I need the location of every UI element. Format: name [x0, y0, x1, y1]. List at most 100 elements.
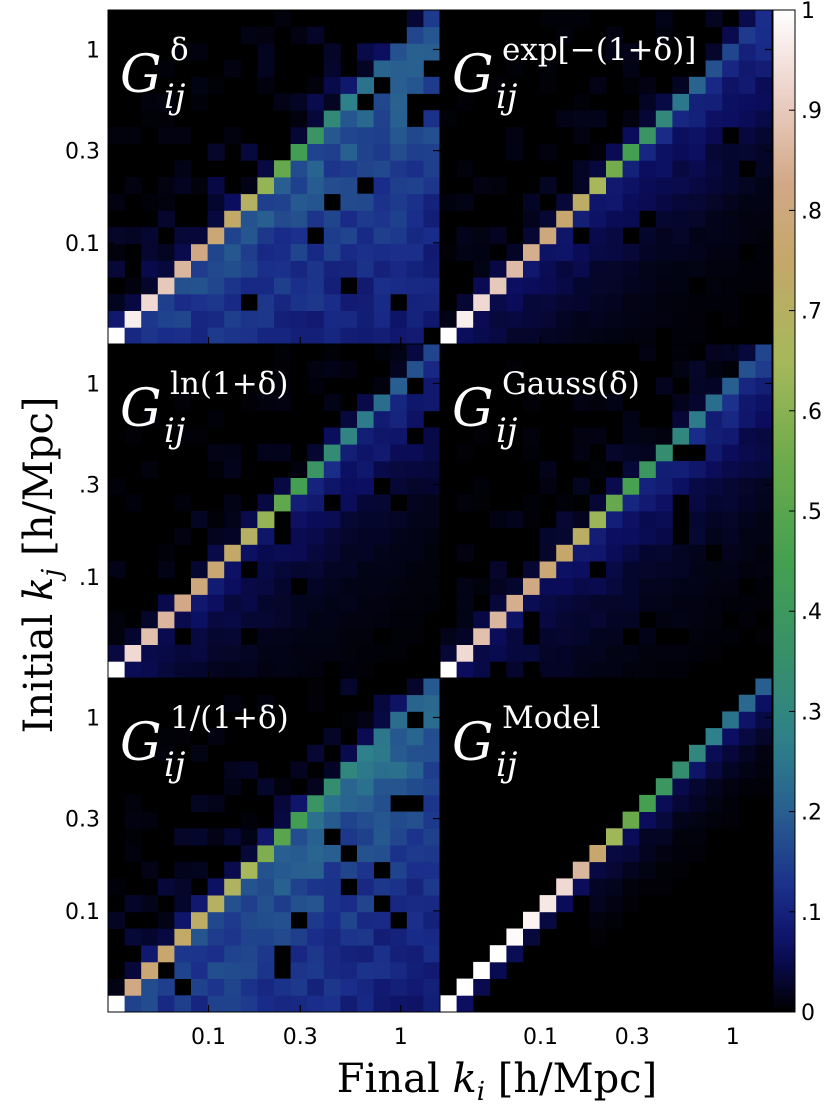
heatmap-cell: [174, 293, 192, 311]
heatmap-cell: [722, 210, 740, 228]
heatmap-cell: [606, 544, 623, 562]
heatmap-cell: [390, 878, 408, 896]
heatmap-cell: [572, 293, 590, 311]
heatmap-cell: [207, 928, 225, 946]
heatmap-cell: [539, 911, 557, 929]
heatmap-cell: [257, 494, 275, 512]
heatmap-cell: [556, 544, 574, 562]
heatmap-cell: [589, 76, 607, 94]
heatmap-cell: [274, 895, 291, 913]
heatmap-cell: [689, 744, 706, 762]
heatmap-cell: [572, 627, 590, 645]
heatmap-cell: [622, 494, 640, 512]
heatmap-cell: [672, 76, 690, 94]
heatmap-cell: [124, 995, 142, 1013]
heatmap-cell: [406, 561, 424, 579]
heatmap-cell: [722, 243, 740, 261]
heatmap-cell: [157, 177, 175, 195]
heatmap-cell: [672, 611, 690, 629]
heatmap-cell: [440, 661, 457, 679]
heatmap-cell: [174, 928, 192, 946]
heatmap-cell: [755, 561, 773, 579]
panel-title-subscript: ij: [164, 745, 186, 785]
heatmap-cell: [373, 711, 391, 729]
heatmap-cell: [523, 911, 540, 929]
heatmap-cell: [423, 10, 441, 28]
heatmap-cell: [323, 177, 341, 195]
heatmap-cell: [290, 243, 308, 261]
heatmap-cell: [340, 126, 358, 144]
heatmap-cell: [240, 227, 258, 245]
heatmap-cell: [639, 460, 657, 478]
heatmap-cell: [556, 310, 574, 328]
heatmap-cell: [124, 644, 142, 662]
heatmap-cell: [373, 761, 391, 779]
heatmap-cell: [572, 561, 590, 579]
heatmap-cell: [340, 995, 358, 1013]
heatmap-cell: [672, 327, 690, 345]
heatmap-cell: [406, 160, 424, 178]
heatmap-cell: [141, 861, 159, 879]
heatmap-cell: [240, 828, 258, 846]
heatmap-cell: [672, 845, 690, 863]
heatmap-cell: [639, 794, 657, 812]
heatmap-cell: [406, 828, 424, 846]
heatmap-cell: [290, 961, 308, 979]
heatmap-cell: [357, 293, 374, 311]
heatmap-cell: [606, 895, 623, 913]
heatmap-cell: [340, 678, 358, 696]
heatmap-cell: [141, 243, 159, 261]
heatmap-cell: [390, 93, 408, 111]
heatmap-cell: [589, 895, 607, 913]
heatmap-cell: [755, 394, 773, 412]
heatmap-cell: [423, 794, 441, 812]
heatmap-cell: [174, 895, 192, 913]
heatmap-cell: [224, 911, 242, 929]
heatmap-cell: [689, 177, 706, 195]
heatmap-cell: [307, 193, 325, 211]
heatmap-cell: [755, 761, 773, 779]
heatmap-cell: [307, 310, 325, 328]
heatmap-cell: [390, 160, 408, 178]
heatmap-cell: [572, 577, 590, 595]
heatmap-cell: [224, 978, 242, 996]
heatmap-cell: [672, 93, 690, 111]
heatmap-cell: [489, 76, 507, 94]
heatmap-cell: [157, 243, 175, 261]
panel-title-superscript: ln(1+δ): [170, 366, 288, 402]
heatmap-cell: [722, 627, 740, 645]
heatmap-cell: [307, 828, 325, 846]
heatmap-cell: [722, 227, 740, 245]
heatmap-cell: [639, 594, 657, 612]
heatmap-cell: [738, 227, 756, 245]
heatmap-cell: [423, 227, 441, 245]
heatmap-cell: [456, 544, 474, 562]
heatmap-cell: [539, 527, 557, 545]
heatmap-cell: [705, 210, 723, 228]
heatmap-cell: [738, 711, 756, 729]
heatmap-cell: [672, 177, 690, 195]
heatmap-cell: [174, 310, 192, 328]
heatmap-cell: [390, 444, 408, 462]
heatmap-cell: [572, 177, 590, 195]
heatmap-cell: [456, 327, 474, 345]
panel-border: [439, 677, 773, 1013]
heatmap-cell: [357, 511, 374, 529]
heatmap-cell: [174, 394, 192, 412]
heatmap-cell: [689, 293, 706, 311]
heatmap-cell: [489, 227, 507, 245]
heatmap-cell: [290, 661, 308, 679]
heatmap-cell: [390, 811, 408, 829]
heatmap-cell: [406, 10, 424, 28]
heatmap-cell: [606, 444, 623, 462]
heatmap-cell: [290, 177, 308, 195]
heatmap-cell: [207, 911, 225, 929]
heatmap-cell: [589, 494, 607, 512]
heatmap-cell: [755, 93, 773, 111]
heatmap-cell: [290, 794, 308, 812]
heatmap-cell: [423, 43, 441, 61]
heatmap-cell: [672, 778, 690, 796]
heatmap-cell: [655, 861, 673, 879]
heatmap-cell: [290, 995, 308, 1013]
heatmap-cell: [606, 494, 623, 512]
